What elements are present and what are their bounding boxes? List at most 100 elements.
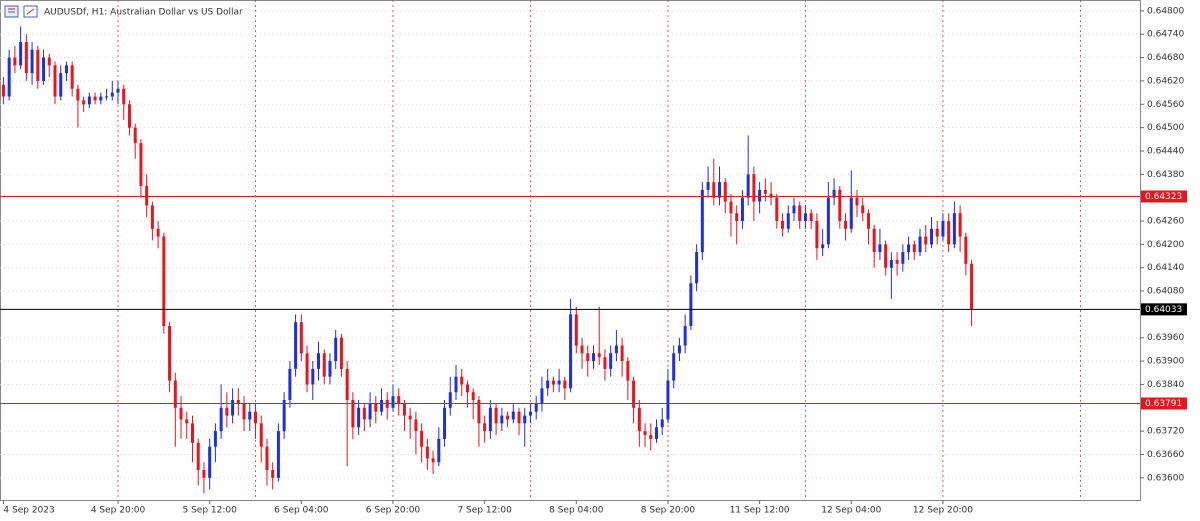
candle-body (603, 357, 607, 369)
candle-body (769, 193, 773, 198)
candle-body (809, 213, 813, 222)
candle-body (397, 396, 401, 404)
current-price-line-label-box (1141, 303, 1187, 316)
candle-body (448, 392, 452, 408)
candle-body (145, 185, 149, 206)
candle-body (970, 263, 974, 310)
candle-body (695, 252, 699, 284)
candle-body (47, 57, 51, 66)
candle-body (460, 376, 464, 385)
candle-body (294, 322, 298, 369)
candle-body (7, 57, 11, 97)
candle-body (758, 189, 762, 202)
candle-body (672, 353, 676, 381)
x-tick-label: 6 Sep 04:00 (274, 506, 329, 516)
y-tick-label: 0.64440 (1147, 146, 1184, 156)
candle-body (374, 403, 378, 412)
candle-body (185, 419, 189, 424)
candle-body (912, 244, 916, 253)
candle-body (889, 259, 893, 268)
x-tick-label: 11 Sep 12:00 (730, 506, 790, 516)
candle-body (345, 368, 349, 400)
candle-body (534, 403, 538, 412)
y-tick-label: 0.64500 (1147, 123, 1184, 133)
candle-body (872, 228, 876, 253)
candle-body (964, 236, 968, 264)
candle-body (288, 368, 292, 400)
candle-body (855, 197, 859, 206)
candle-body (700, 189, 704, 253)
candle-body (614, 345, 618, 354)
candle-body (208, 446, 212, 478)
x-tick-label: 4 Sep 20:00 (91, 506, 146, 516)
candle-body (775, 197, 779, 222)
candle-body (305, 353, 309, 385)
candle-body (465, 384, 469, 393)
candle-body (59, 73, 63, 97)
candle-body (786, 213, 790, 229)
y-tick-label: 0.63720 (1147, 427, 1184, 437)
candle-body (947, 221, 951, 245)
candle-body (76, 88, 80, 101)
candle-body (546, 380, 550, 389)
candle-body (87, 96, 91, 105)
candle-body (322, 353, 326, 377)
candle-body (471, 392, 475, 400)
candle-body (483, 423, 487, 432)
candle-body (402, 403, 406, 416)
candle-body (64, 65, 68, 74)
candle-body (265, 446, 269, 471)
candle-body (225, 407, 229, 416)
candle-body (540, 388, 544, 404)
candle-body (821, 244, 825, 249)
candle-body (1, 84, 5, 97)
candle-body (368, 403, 372, 420)
candle-body (746, 174, 750, 198)
x-tick-label: 4 Sep 2023 (3, 506, 54, 516)
candle-body (202, 470, 206, 478)
y-tick-label: 0.64140 (1147, 263, 1184, 273)
candle-body (563, 380, 567, 389)
candle-body (958, 213, 962, 237)
y-tick-label: 0.63600 (1147, 473, 1184, 483)
candle-body (299, 322, 303, 354)
candle-body (580, 345, 584, 354)
candle-body (706, 182, 710, 190)
candle-body (122, 88, 126, 105)
level-line-label: 0.64323 (1145, 192, 1182, 202)
candle-body (425, 446, 429, 459)
candle-body (139, 143, 143, 186)
candle-body (649, 435, 653, 439)
candle-body (150, 205, 154, 229)
candle-body (477, 400, 481, 424)
candle-body (488, 407, 492, 432)
candle-body (792, 205, 796, 214)
candle-body (683, 326, 687, 346)
y-tick-label: 0.64200 (1147, 240, 1184, 250)
candle-body (168, 326, 172, 381)
candle-body (494, 407, 498, 424)
candle-body (156, 228, 160, 237)
candle-body (506, 415, 510, 420)
candle-body (523, 415, 527, 424)
candle-body (528, 411, 532, 416)
candle-body (162, 236, 166, 327)
candle-body (500, 415, 504, 424)
candle-body (935, 228, 939, 237)
candle-body (351, 400, 355, 428)
candle-body (729, 201, 733, 214)
candle-body (511, 411, 515, 420)
current-price-line-label: 0.64033 (1145, 305, 1182, 315)
candle-body (454, 376, 458, 393)
candle-body (712, 182, 716, 198)
y-tick-label: 0.64080 (1147, 287, 1184, 297)
candle-body (30, 49, 34, 74)
candle-body (213, 431, 217, 447)
candle-body (832, 189, 836, 198)
candle-body (803, 213, 807, 222)
candle-body (99, 96, 103, 101)
candle-body (643, 431, 647, 436)
candle-body (282, 400, 286, 432)
plot-frame (0, 0, 1141, 501)
candle-body (253, 411, 257, 424)
